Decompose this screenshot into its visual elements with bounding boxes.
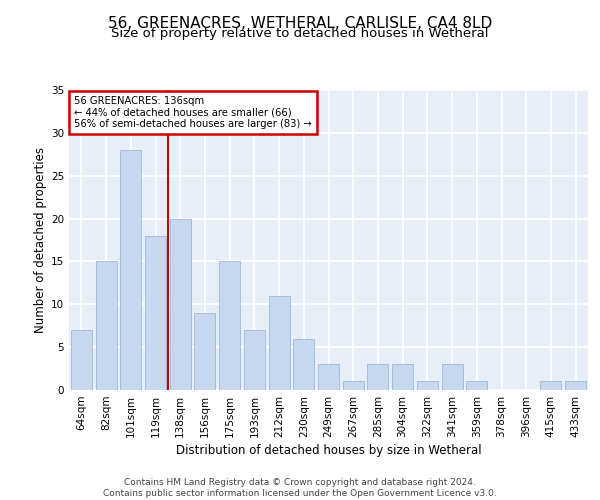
Bar [293, 338, 314, 390]
Bar [71, 330, 92, 390]
Bar [145, 236, 166, 390]
Bar [120, 150, 141, 390]
Bar [219, 262, 240, 390]
Bar [417, 382, 438, 390]
Bar [95, 262, 116, 390]
Text: 56, GREENACRES, WETHERAL, CARLISLE, CA4 8LD: 56, GREENACRES, WETHERAL, CARLISLE, CA4 … [108, 16, 492, 31]
Bar [269, 296, 290, 390]
Bar [565, 382, 586, 390]
Bar [170, 218, 191, 390]
Bar [318, 364, 339, 390]
Bar [244, 330, 265, 390]
Bar [343, 382, 364, 390]
Text: Size of property relative to detached houses in Wetheral: Size of property relative to detached ho… [111, 28, 489, 40]
Bar [367, 364, 388, 390]
Bar [541, 382, 562, 390]
Y-axis label: Number of detached properties: Number of detached properties [34, 147, 47, 333]
Text: Contains HM Land Registry data © Crown copyright and database right 2024.
Contai: Contains HM Land Registry data © Crown c… [103, 478, 497, 498]
Bar [442, 364, 463, 390]
Bar [392, 364, 413, 390]
Bar [466, 382, 487, 390]
X-axis label: Distribution of detached houses by size in Wetheral: Distribution of detached houses by size … [176, 444, 481, 457]
Text: 56 GREENACRES: 136sqm
← 44% of detached houses are smaller (66)
56% of semi-deta: 56 GREENACRES: 136sqm ← 44% of detached … [74, 96, 312, 129]
Bar [194, 313, 215, 390]
